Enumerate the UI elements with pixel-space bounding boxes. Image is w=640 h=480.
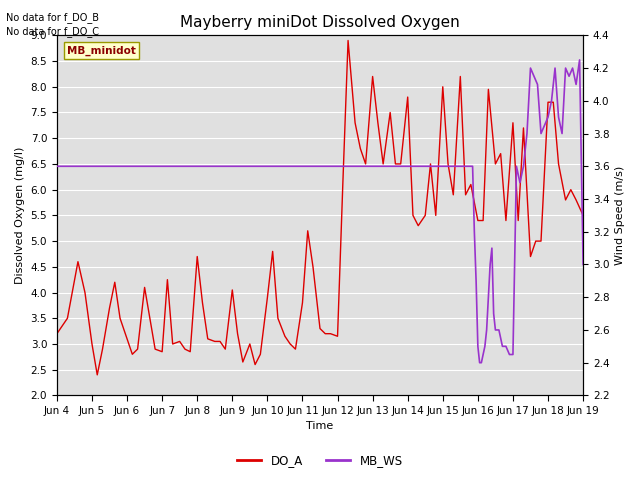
Y-axis label: Wind Speed (m/s): Wind Speed (m/s) (615, 166, 625, 265)
Y-axis label: Dissolved Oxygen (mg/l): Dissolved Oxygen (mg/l) (15, 147, 25, 284)
Title: Mayberry miniDot Dissolved Oxygen: Mayberry miniDot Dissolved Oxygen (180, 15, 460, 30)
Text: No data for f_DO_B: No data for f_DO_B (6, 12, 99, 23)
Text: No data for f_DO_C: No data for f_DO_C (6, 26, 99, 37)
Text: MB_minidot: MB_minidot (67, 45, 136, 56)
X-axis label: Time: Time (307, 421, 333, 432)
Legend: DO_A, MB_WS: DO_A, MB_WS (233, 449, 407, 472)
